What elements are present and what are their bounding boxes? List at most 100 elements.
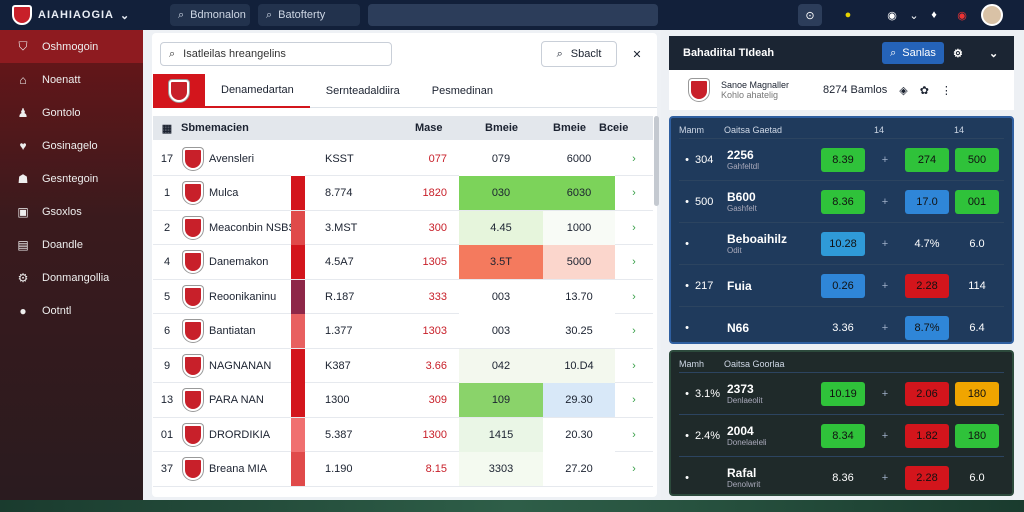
table-row[interactable]: 17 Avensleri KSST 077 079 6000 › xyxy=(153,141,653,176)
odds-row[interactable]: • 3.1% 2373 Denlaeolit 10.19 +2.06 180 xyxy=(679,372,1004,414)
sidebar-item-3[interactable]: ♥ Gosinagelo xyxy=(0,129,143,162)
gear-icon[interactable]: ✿ xyxy=(919,84,929,97)
sidebar-item-6[interactable]: ▤ Doandle xyxy=(0,228,143,261)
odds-pill[interactable]: 4.7% xyxy=(905,232,949,256)
avatar[interactable] xyxy=(981,4,1003,26)
tab-0[interactable]: Denamedartan xyxy=(205,74,310,108)
table-row[interactable]: 5 Reoonikaninu R.187 333 003 13.70 › xyxy=(153,279,653,314)
chevron-right-icon[interactable]: › xyxy=(632,325,636,337)
sidebar-item-5[interactable]: ▣ Gsoxlos xyxy=(0,195,143,228)
table-row[interactable]: 13 PARA NAN 1300 309 109 29.30 › xyxy=(153,383,653,418)
odds-row[interactable]: • 500 B600 Gashfelt 8.36 +17.0 001 xyxy=(679,180,1004,222)
plus-icon[interactable]: + xyxy=(881,237,889,250)
chevron-right-icon[interactable]: › xyxy=(632,359,636,372)
search-button[interactable]: ⌕ Sbaclt xyxy=(541,41,617,67)
odds-pill[interactable]: 3.36 xyxy=(821,316,865,340)
table-row[interactable]: 37 Breana MIA 1.190 8.15 3303 27.20 › xyxy=(153,452,653,487)
chevron-down-icon[interactable]: ⌄ xyxy=(909,9,919,22)
odds-pill[interactable]: 500 xyxy=(955,147,999,172)
odds-row[interactable]: • Beboaihilz Odit 10.28 +4.7% 6.0 xyxy=(679,222,1004,264)
header-c2[interactable]: Bmeie xyxy=(485,122,519,134)
globe-icon[interactable]: ◉ xyxy=(887,9,897,22)
header-c1[interactable]: Mase xyxy=(415,122,443,134)
odds-row[interactable]: • Rafal Denolwrit 8.36 +2.28 6.0 xyxy=(679,456,1004,498)
odds-pill[interactable]: 8.36 xyxy=(821,466,865,490)
right-search-button[interactable]: ⌕ Sanlas xyxy=(882,42,944,64)
brand[interactable]: AIAHIAOGIA ⌄ xyxy=(0,5,165,25)
plus-icon[interactable]: + xyxy=(881,279,889,292)
top-search-2[interactable]: ⌕ Batofterty xyxy=(258,4,360,26)
chevron-right-icon[interactable]: › xyxy=(632,152,636,165)
sidebar-item-0[interactable]: ⛉ Oshmogoin xyxy=(0,30,143,63)
odds-pill[interactable]: 001 xyxy=(955,189,999,214)
odds-pill[interactable]: 180 xyxy=(955,381,999,406)
odds-pill[interactable]: 114 xyxy=(955,274,999,298)
sidebar-item-8[interactable]: ● Ootntl xyxy=(0,294,143,327)
odds-pill[interactable]: 1.82 xyxy=(905,423,949,448)
plus-icon[interactable]: + xyxy=(881,387,889,400)
table-row[interactable]: 4 Danemakon 4.5A7 1305 3.5T 5000 › xyxy=(153,245,653,280)
alert-icon[interactable]: ◉ xyxy=(957,9,967,22)
table-row[interactable]: 2 Meaconbin NSBS 3.MST 300 4.45 1000 › xyxy=(153,210,653,245)
plus-icon[interactable]: + xyxy=(881,429,889,442)
chevron-right-icon[interactable]: › xyxy=(632,221,636,234)
odds-row[interactable]: • 2.4% 2004 Donelaeleli 8.34 +1.82 180 xyxy=(679,414,1004,456)
odds-pill[interactable]: 6.0 xyxy=(955,232,999,256)
settings-icon[interactable]: ⊙ xyxy=(798,4,822,26)
table-search-input[interactable]: ⌕ Isatleilas hreangelins xyxy=(160,42,392,66)
odds-row[interactable]: • N66 3.36 +8.7% 6.4 xyxy=(679,306,1004,348)
sidebar-item-4[interactable]: ☗ Gesntegoin xyxy=(0,162,143,195)
odds-pill[interactable]: 0.26 xyxy=(821,273,865,298)
scrollbar[interactable] xyxy=(654,116,659,206)
more-icon[interactable]: ⋮ xyxy=(940,84,952,97)
tab-club[interactable] xyxy=(153,74,205,108)
odds-pill[interactable]: 180 xyxy=(955,423,999,448)
plus-icon[interactable]: + xyxy=(881,471,889,484)
notification-icon[interactable]: ● xyxy=(844,9,852,21)
odds-pill[interactable]: 8.34 xyxy=(821,423,865,448)
sidebar-item-7[interactable]: ⚙ Donmangollia xyxy=(0,261,143,294)
chevron-right-icon[interactable]: › xyxy=(632,187,636,199)
odds-row[interactable]: • 217 Fuia 0.26 +2.28 114 xyxy=(679,264,1004,306)
table-row[interactable]: 01 DRORDIKIA 5.387 1300 1415 20.30 › xyxy=(153,417,653,452)
close-icon[interactable]: ✕ xyxy=(622,41,652,67)
odds-pill[interactable]: 2.06 xyxy=(905,381,949,406)
odds-pill[interactable]: 8.7% xyxy=(905,315,949,340)
plus-icon[interactable]: + xyxy=(881,321,889,334)
bell-icon[interactable]: ♦ xyxy=(931,9,937,21)
eye-icon[interactable]: ◈ xyxy=(899,84,908,97)
top-search-1[interactable]: ⌕ Bdmonalon xyxy=(170,4,250,26)
top-search-wide[interactable] xyxy=(368,4,658,26)
tab-1[interactable]: Sernteadaldiira xyxy=(310,74,416,108)
chevron-right-icon[interactable]: › xyxy=(632,463,636,475)
odds-row[interactable]: • 304 2256 Gahfeltdl 8.39 +274 500 xyxy=(679,138,1004,180)
chevron-right-icon[interactable]: › xyxy=(632,428,636,441)
header-c3[interactable]: Bmeie xyxy=(553,122,587,134)
odds-pill[interactable]: 8.39 xyxy=(821,147,865,172)
chevron-down-icon[interactable]: ⌄ xyxy=(120,9,131,22)
odds-pill[interactable]: 2.28 xyxy=(905,273,949,298)
odds-pill[interactable]: 2.28 xyxy=(905,465,949,490)
chevron-right-icon[interactable]: › xyxy=(632,394,636,406)
odds-pill[interactable]: 6.0 xyxy=(955,466,999,490)
odds-pill[interactable]: 17.0 xyxy=(905,189,949,214)
header-name[interactable]: Sbmemacien xyxy=(181,122,249,134)
plus-icon[interactable]: + xyxy=(881,153,889,166)
odds-pill[interactable]: 10.19 xyxy=(821,381,865,406)
table-row[interactable]: 9 NAGNANAN K387 3.66 042 10.D4 › xyxy=(153,348,653,383)
table-row[interactable]: 1 Mulca 8.774 1820 030 6030 › xyxy=(153,176,653,211)
chevron-down-icon[interactable]: ⌄ xyxy=(989,47,999,60)
header-c4[interactable]: Bceie xyxy=(599,122,629,134)
sidebar-item-2[interactable]: ♟ Gontolo xyxy=(0,96,143,129)
table-row[interactable]: 6 Bantiatan 1.377 1303 003 30.25 › xyxy=(153,314,653,349)
tab-2[interactable]: Pesmedinan xyxy=(416,74,509,108)
chevron-right-icon[interactable]: › xyxy=(632,290,636,303)
odds-pill[interactable]: 6.4 xyxy=(955,316,999,340)
odds-pill[interactable]: 10.28 xyxy=(821,231,865,256)
chevron-right-icon[interactable]: › xyxy=(632,256,636,268)
plus-icon[interactable]: + xyxy=(881,195,889,208)
odds-pill[interactable]: 274 xyxy=(905,147,949,172)
sidebar-item-1[interactable]: ⌂ Noenatt xyxy=(0,63,143,96)
sort-icon[interactable]: ▦ xyxy=(161,122,173,135)
settings-icon[interactable]: ⚙ xyxy=(953,47,963,60)
